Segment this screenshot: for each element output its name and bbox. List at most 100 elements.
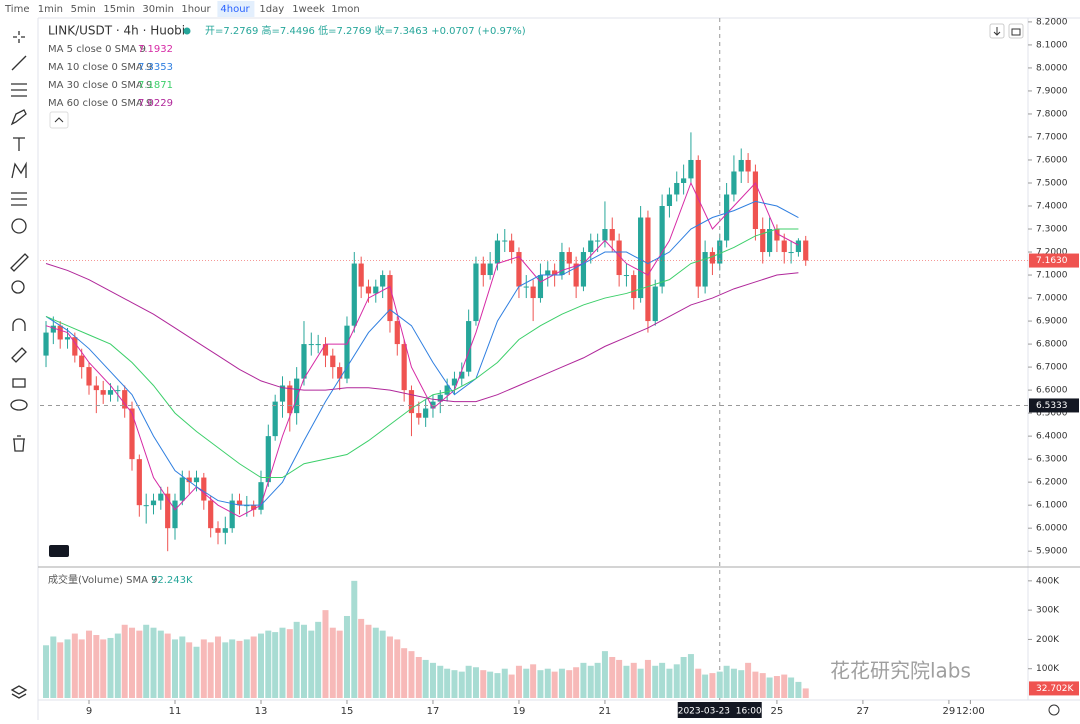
volume-bar [143, 624, 150, 698]
candle-body [681, 178, 687, 183]
volume-bar [451, 670, 458, 698]
y-tick-label: 400K [1036, 576, 1060, 586]
x-tick-label: 13 [255, 706, 268, 717]
volume-bar [422, 659, 429, 698]
line-tool[interactable] [11, 55, 27, 71]
fib-tool[interactable] [11, 83, 27, 97]
candle-body [50, 325, 56, 333]
interval-button[interactable]: Time [4, 4, 29, 15]
interval-button[interactable]: 1min [38, 4, 63, 15]
settings-button[interactable] [1048, 704, 1060, 716]
interval-button[interactable]: 4hour [220, 4, 250, 15]
candle-body [43, 332, 49, 356]
candle-body [387, 275, 393, 322]
interval-button[interactable]: 30min [142, 4, 174, 15]
volume-bar [229, 639, 236, 698]
ma-legend-name: MA 30 close 0 SMA 9 [48, 80, 152, 91]
reset-button[interactable] [1008, 23, 1024, 39]
candle-body [172, 500, 178, 529]
candle-body [695, 159, 701, 287]
volume-bar [551, 671, 558, 698]
candle-body [444, 385, 450, 395]
volume-bar [50, 636, 57, 698]
visibility-tool[interactable] [10, 399, 28, 411]
candle-body [523, 286, 529, 288]
volume-bar [745, 662, 752, 698]
volume-bar [193, 646, 200, 698]
volume-bar [487, 671, 494, 698]
volume-bar [179, 636, 186, 698]
volume-bar [752, 671, 759, 698]
candle-body [674, 182, 680, 195]
y-tick-label: 6.9000 [1036, 317, 1068, 327]
volume-bar [566, 670, 573, 698]
zoom-tool[interactable] [11, 280, 25, 294]
volume-bar [394, 639, 401, 698]
candle-body [559, 252, 565, 276]
ma-legend-name: MA 10 close 0 SMA 9 [48, 62, 152, 73]
lock-tool[interactable] [12, 378, 26, 388]
delete-tool[interactable] [13, 435, 25, 452]
volume-sma-value: 72.243K [151, 575, 193, 586]
candle-body [709, 252, 716, 264]
y-tick-label: 6.6000 [1036, 386, 1068, 396]
candle-body [745, 159, 751, 172]
y-tick-label: 6.0000 [1036, 524, 1068, 534]
drawing-tools [10, 31, 29, 699]
ma-line [45, 263, 799, 403]
candle-body [631, 275, 637, 299]
last-price-label: 7.1630 [1036, 256, 1068, 266]
candle-body [222, 528, 228, 533]
interval-button[interactable]: 1week [292, 4, 325, 15]
brush-tool[interactable] [10, 109, 27, 126]
candle-body [731, 171, 737, 195]
ma-line [45, 181, 799, 518]
crosshair-tool[interactable] [13, 31, 25, 43]
interval-button[interactable]: 15min [103, 4, 135, 15]
volume-bar [437, 665, 444, 698]
measure-tool[interactable] [10, 253, 29, 272]
pattern-tool[interactable] [11, 161, 27, 179]
collapse-legend[interactable] [49, 111, 69, 129]
volume-bar [57, 642, 64, 698]
volume-bar [265, 630, 272, 698]
layers-button[interactable] [10, 685, 28, 699]
forecast-tool[interactable] [11, 192, 27, 206]
y-tick-label: 300K [1036, 606, 1060, 616]
candle-body [115, 390, 121, 392]
candle-body [494, 240, 501, 264]
candle-body [616, 240, 622, 276]
candle-body [509, 240, 515, 253]
candle-body [502, 240, 508, 242]
volume-bar [64, 639, 71, 698]
candle-body [79, 355, 85, 368]
volume-bar [537, 670, 544, 698]
candle-body [380, 275, 386, 287]
ma-legend-name: MA 5 close 0 SMA 9 [48, 44, 146, 55]
interval-button[interactable]: 1day [259, 4, 284, 15]
text-tool[interactable] [13, 137, 25, 151]
watermark: 花花研究院labs [830, 659, 971, 683]
candle-body [752, 171, 759, 230]
volume-bar [594, 662, 601, 698]
lock-draw-tool[interactable] [11, 347, 27, 363]
emoji-tool[interactable] [11, 218, 27, 234]
candle-body [666, 194, 673, 207]
y-tick-label: 7.6000 [1036, 155, 1068, 165]
volume-bar [601, 651, 608, 698]
interval-button[interactable]: 5min [71, 4, 96, 15]
magnet-tool[interactable] [12, 318, 26, 331]
volume-bar [716, 671, 723, 698]
interval-button[interactable]: 1mon [331, 4, 360, 15]
crosshair-price-label: 6.5333 [1036, 401, 1068, 411]
volume-bar [121, 624, 128, 698]
volume-bar [429, 662, 436, 698]
candle-body [265, 436, 271, 483]
candle-body [294, 378, 300, 414]
candle-body [724, 194, 730, 241]
volume-bar [766, 677, 773, 698]
interval-button[interactable]: 1hour [181, 4, 211, 15]
volume-bar [587, 665, 594, 698]
collapse-icon [54, 117, 64, 123]
